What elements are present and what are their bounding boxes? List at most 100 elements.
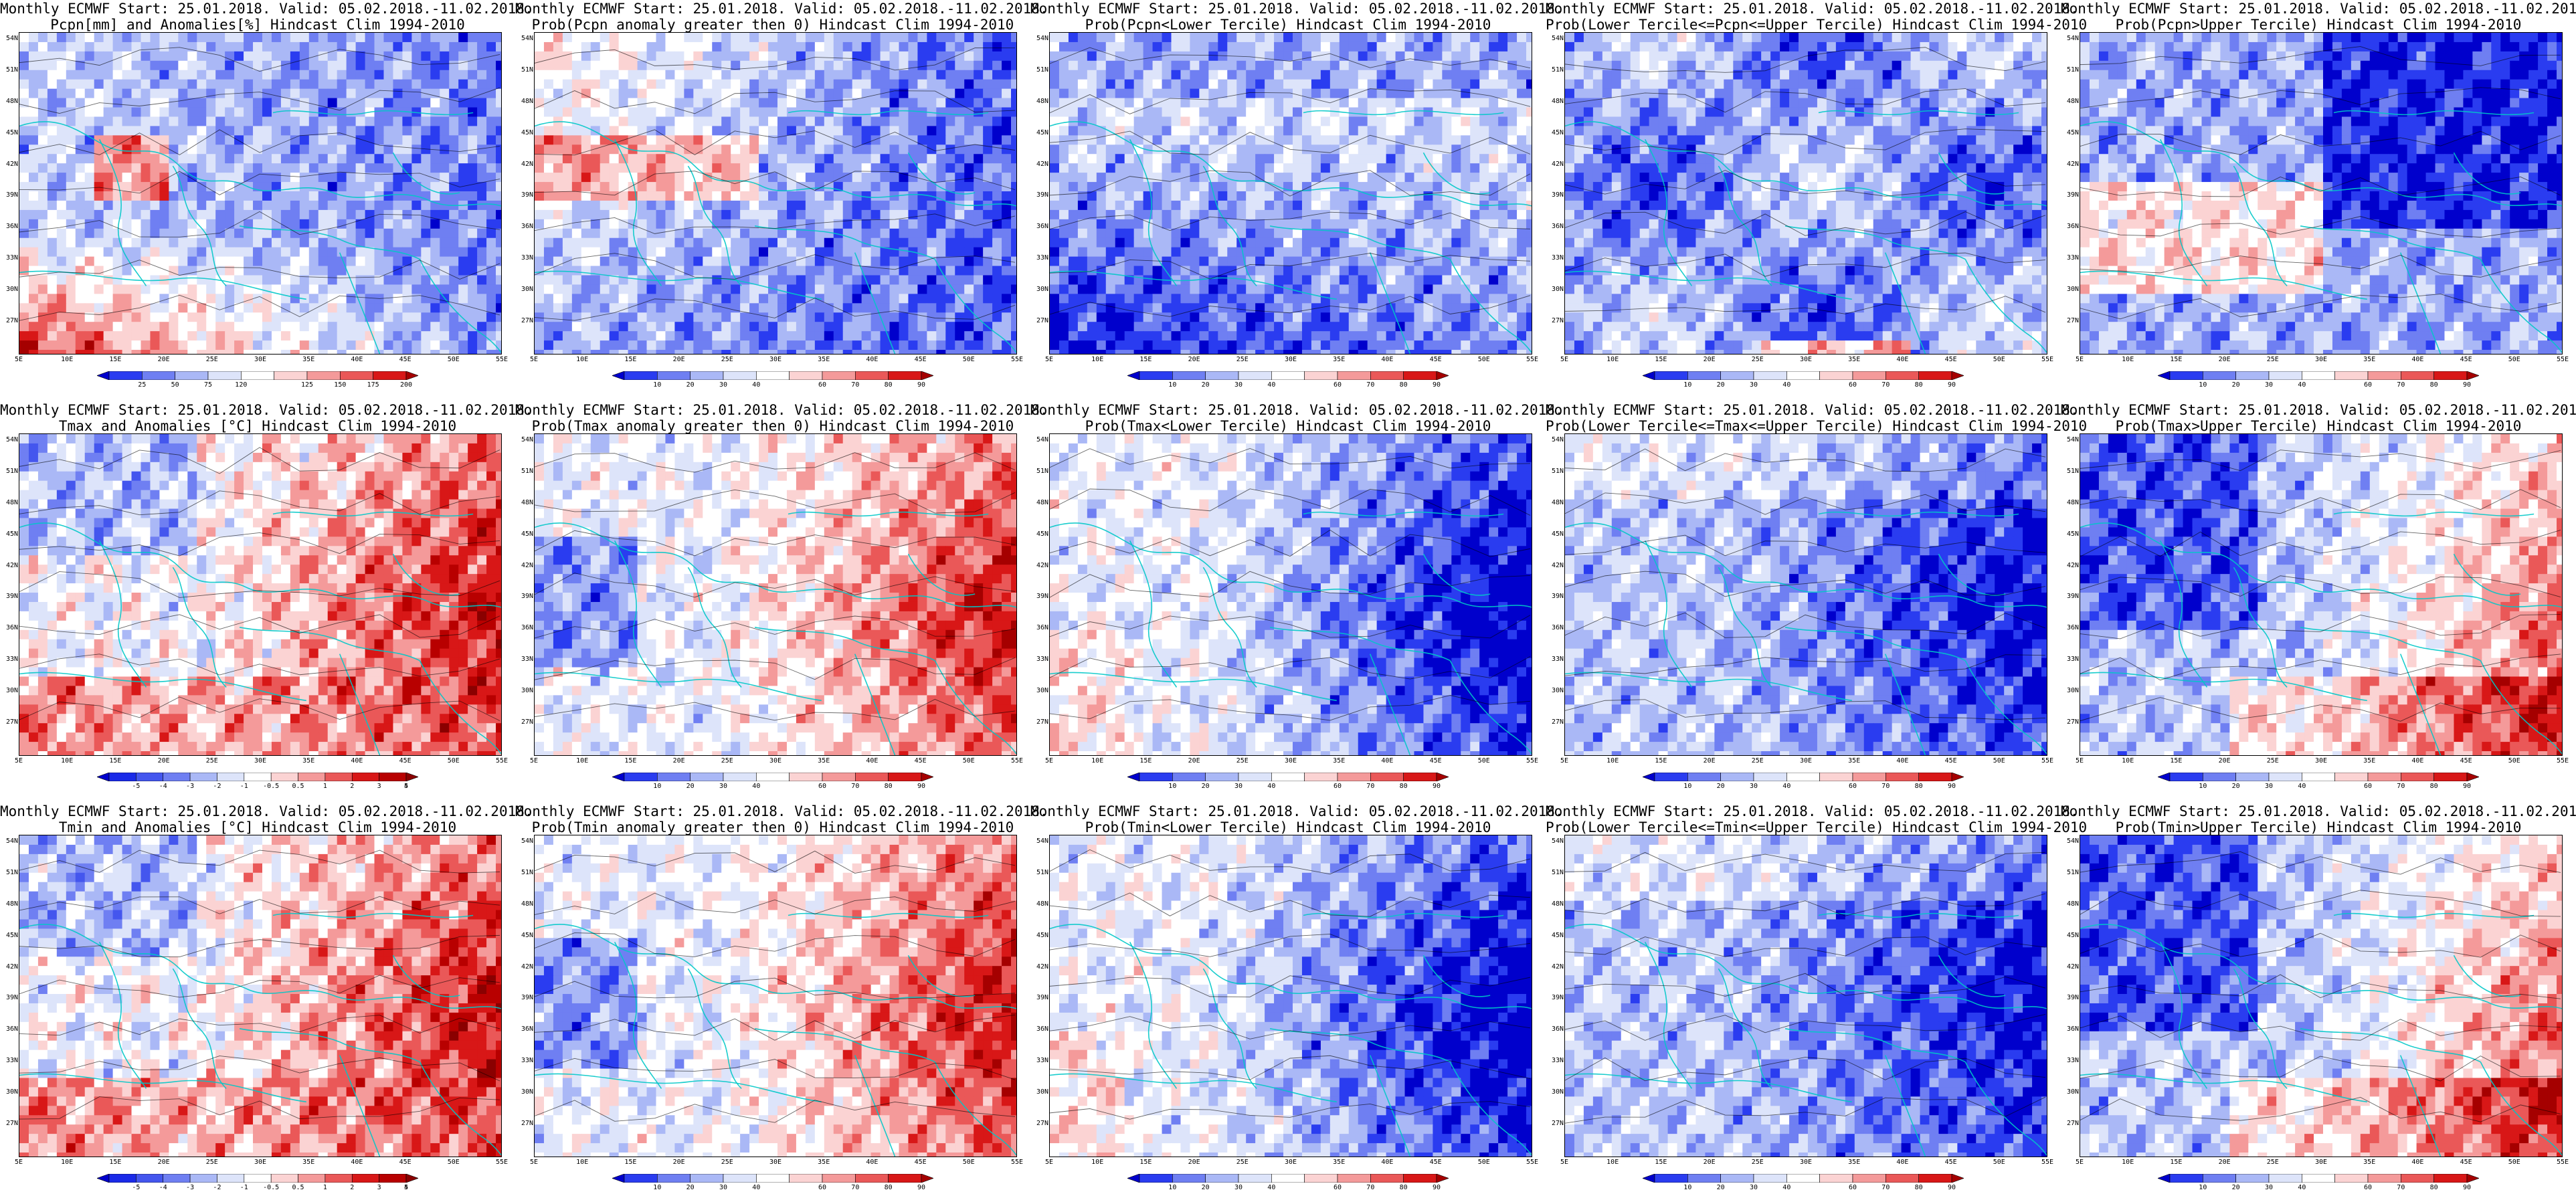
map-plot: [1564, 835, 2047, 1157]
lon-tick-label: 40E: [866, 357, 878, 363]
colorbar-tick-label: -4: [159, 1185, 167, 1191]
colorbar-tick-label: -1: [240, 1185, 248, 1191]
lat-tick-label: 48N: [1546, 900, 1564, 908]
lat-tick-label: 54N: [1030, 437, 1048, 443]
lon-tick-label: 30E: [2315, 1159, 2327, 1166]
lon-tick-label: 45E: [1945, 1159, 1957, 1166]
lon-tick-label: 30E: [2315, 758, 2327, 765]
lat-tick-label: 30N: [2061, 286, 2079, 293]
panel-title-line2: Prob(Tmin<Lower Tercile) Hindcast Clim 1…: [1030, 820, 1546, 835]
lon-tick-label: 5E: [1045, 357, 1053, 363]
lon-tick-label: 40E: [866, 758, 878, 765]
lon-tick-label: 50E: [448, 758, 460, 765]
lat-tick-label: 42N: [0, 562, 18, 569]
lon-tick-label: 30E: [1285, 1159, 1297, 1166]
colorbar: [612, 773, 933, 781]
lon-tick-label: 5E: [1045, 758, 1053, 765]
lon-tick-label: 35E: [1848, 1159, 1860, 1166]
colorbar: [612, 1174, 933, 1183]
colorbar-tick-label: 40: [2298, 382, 2306, 389]
colorbar-tick-label: 80: [1400, 382, 1408, 389]
panel-title-line2: Prob(Pcpn anomaly greater then 0) Hindca…: [515, 17, 1030, 33]
colorbar-tick-label: 70: [2397, 382, 2405, 389]
colorbar-tick-label: 80: [1400, 783, 1408, 790]
lat-tick-label: 27N: [1030, 719, 1048, 726]
lon-tick-label: 50E: [1993, 1159, 2005, 1166]
colorbar-tick-label: 90: [1433, 382, 1441, 389]
lon-tick-label: 20E: [673, 1159, 685, 1166]
colorbar-tick-label: 20: [1202, 1185, 1210, 1191]
lon-tick-label: 45E: [399, 758, 411, 765]
colorbar-tick-label: 10: [1683, 382, 1691, 389]
lon-tick-label: 20E: [2219, 758, 2231, 765]
lat-tick-label: 51N: [2061, 869, 2079, 876]
lon-tick-label: 25E: [1236, 357, 1249, 363]
lon-tick-label: 15E: [1655, 1159, 1667, 1166]
colorbar-tick-label: 40: [2298, 783, 2306, 790]
lon-tick-label: 35E: [1333, 758, 1345, 765]
map-plot: [1049, 32, 1532, 355]
lat-tick-label: 30N: [1030, 688, 1048, 694]
lon-tick-label: 20E: [158, 758, 170, 765]
lon-tick-label: 25E: [206, 1159, 218, 1166]
lon-tick-label: 10E: [61, 758, 73, 765]
lon-tick-label: 50E: [1478, 1159, 1490, 1166]
colorbar-tick-label: 20: [686, 382, 695, 389]
lon-tick-label: 35E: [1848, 357, 1860, 363]
colorbar-tick-label: 90: [1433, 1185, 1441, 1191]
lon-tick-label: 15E: [2170, 1159, 2182, 1166]
lon-tick-label: 45E: [1430, 357, 1442, 363]
colorbar-tick-label: 1: [323, 1185, 327, 1191]
panel-title-line2: Prob(Lower Tercile<=Tmax<=Upper Tercile)…: [1546, 419, 2087, 434]
colorbar: [2158, 1174, 2479, 1183]
panel-title-line1: Monthly ECMWF Start: 25.01.2018. Valid: …: [0, 804, 533, 819]
lat-tick-label: 54N: [2061, 838, 2079, 845]
lat-tick-label: 33N: [515, 255, 533, 262]
colorbar-tick-label: 90: [1948, 1185, 1956, 1191]
lon-tick-label: 45E: [915, 758, 927, 765]
lat-tick-label: 30N: [515, 688, 533, 694]
panel-title-line1: Monthly ECMWF Start: 25.01.2018. Valid: …: [1546, 1, 2079, 17]
panel-title-line2: Prob(Tmax<Lower Tercile) Hindcast Clim 1…: [1030, 419, 1546, 434]
lon-tick-label: 25E: [1752, 357, 1764, 363]
panel-title-line2: Prob(Tmax>Upper Tercile) Hindcast Clim 1…: [2061, 419, 2576, 434]
lon-tick-label: 30E: [2315, 357, 2327, 363]
lat-tick-label: 54N: [1030, 35, 1048, 42]
colorbar-tick-label: 10: [1168, 382, 1176, 389]
panel-title-line1: Monthly ECMWF Start: 25.01.2018. Valid: …: [2061, 804, 2576, 819]
lon-tick-label: 40E: [2411, 1159, 2423, 1166]
colorbar-tick-label: 150: [334, 382, 346, 389]
lon-tick-label: 40E: [351, 357, 363, 363]
lon-tick-label: 35E: [1848, 758, 1860, 765]
lon-tick-label: 45E: [399, 357, 411, 363]
lat-tick-label: 51N: [0, 66, 18, 74]
colorbar-tick-label: 20: [1717, 1185, 1725, 1191]
lon-tick-label: 25E: [2267, 357, 2279, 363]
colorbar-tick-label: 20: [1202, 382, 1210, 389]
colorbar-tick-label: 20: [1202, 783, 1210, 790]
panel-title-line1: Monthly ECMWF Start: 25.01.2018. Valid: …: [515, 403, 1048, 418]
lon-tick-label: 25E: [206, 357, 218, 363]
lat-tick-label: 30N: [1546, 688, 1564, 694]
lat-tick-label: 54N: [515, 35, 533, 42]
lat-tick-label: 45N: [2061, 932, 2079, 939]
lat-tick-label: 45N: [515, 129, 533, 136]
lat-tick-label: 33N: [2061, 255, 2079, 262]
lon-tick-label: 40E: [1381, 1159, 1393, 1166]
lon-tick-label: 35E: [302, 758, 314, 765]
colorbar-tick-label: 10: [1168, 1185, 1176, 1191]
lat-tick-label: 33N: [1030, 1058, 1048, 1064]
colorbar-tick-label: 40: [1782, 382, 1790, 389]
lon-tick-label: 20E: [1704, 758, 1716, 765]
lon-tick-label: 45E: [915, 357, 927, 363]
lat-tick-label: 30N: [1546, 1089, 1564, 1096]
colorbar-tick-label: 90: [917, 1185, 925, 1191]
colorbar: [97, 773, 418, 781]
lon-tick-label: 55E: [1011, 357, 1023, 363]
lon-tick-label: 55E: [2557, 1159, 2569, 1166]
panel-title-line2: Prob(Lower Tercile<=Pcpn<=Upper Tercile)…: [1546, 17, 2087, 33]
lon-tick-label: 40E: [1896, 357, 1908, 363]
colorbar-tick-label: 30: [1750, 382, 1758, 389]
lon-tick-label: 55E: [496, 1159, 508, 1166]
lat-tick-label: 33N: [0, 255, 18, 262]
